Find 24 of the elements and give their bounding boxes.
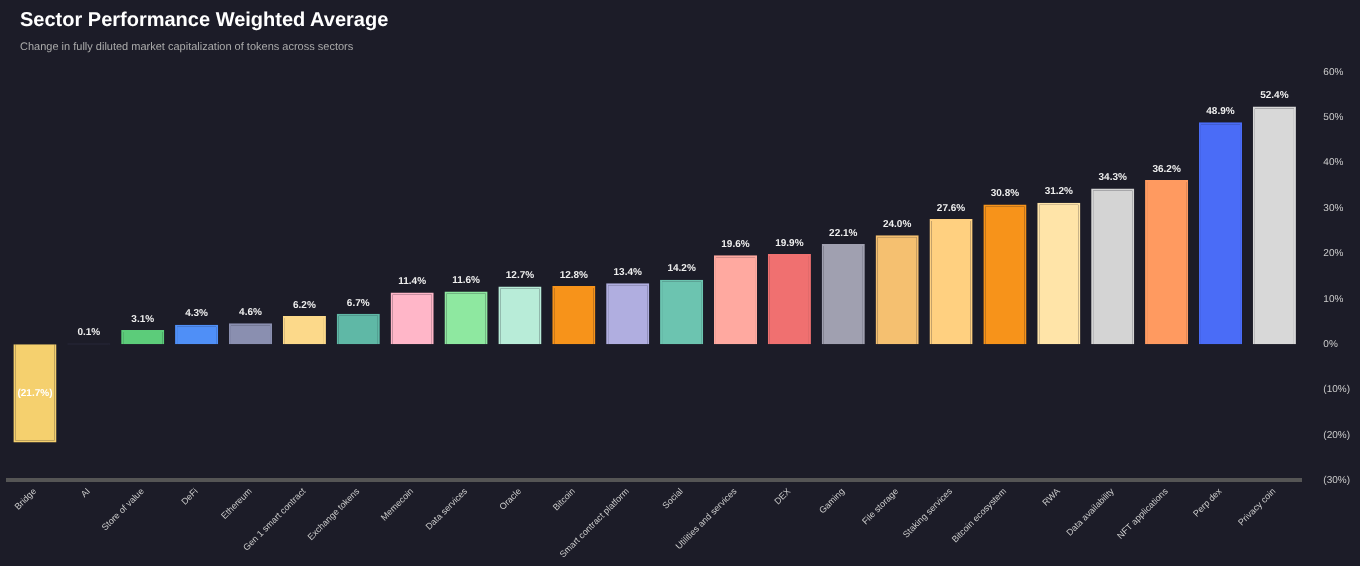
bar xyxy=(1145,179,1189,345)
bar xyxy=(821,243,865,345)
bar xyxy=(767,253,811,345)
bar xyxy=(336,313,380,345)
bar xyxy=(552,286,596,345)
bar xyxy=(228,323,273,345)
bar xyxy=(444,291,488,345)
bar xyxy=(121,330,165,345)
bar xyxy=(1037,202,1081,345)
bar xyxy=(175,324,219,345)
bar xyxy=(983,204,1027,345)
bar xyxy=(13,344,57,443)
bar xyxy=(498,286,542,345)
chart-title: Sector Performance Weighted Average xyxy=(20,10,389,32)
bar xyxy=(929,218,973,345)
bar xyxy=(390,292,434,345)
bar xyxy=(1252,106,1296,345)
bar xyxy=(875,235,919,345)
bar xyxy=(660,279,704,345)
bar xyxy=(1091,188,1135,345)
bar xyxy=(606,283,650,345)
bar xyxy=(1198,122,1243,345)
bar xyxy=(713,255,758,345)
bar xyxy=(282,316,326,345)
